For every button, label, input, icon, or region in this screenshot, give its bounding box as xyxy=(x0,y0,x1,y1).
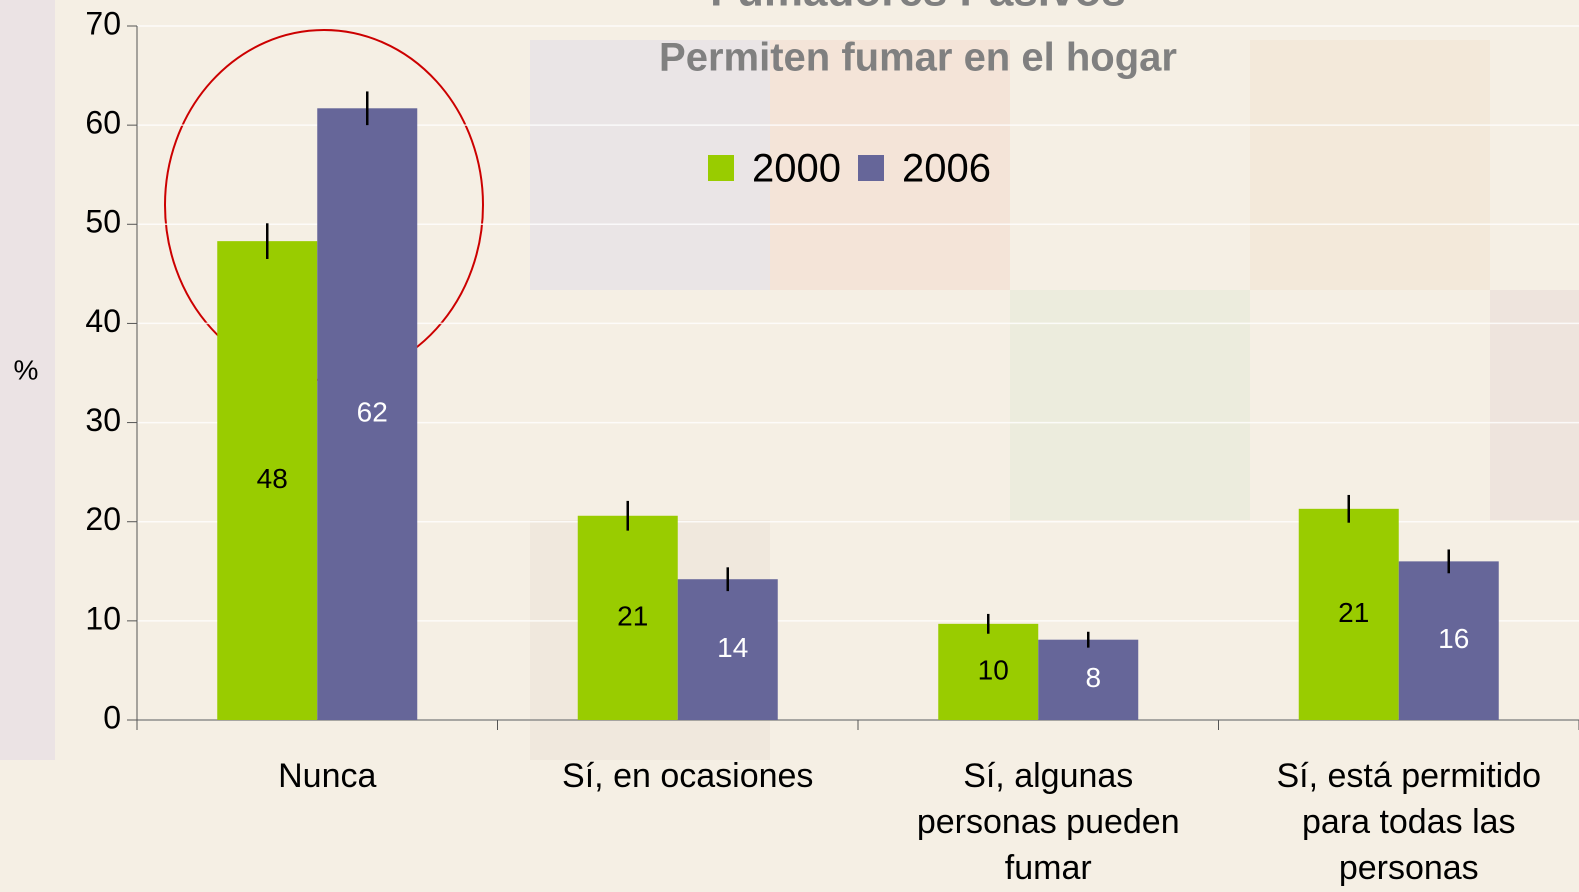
value-label: 21 xyxy=(617,600,648,631)
y-tick-label: 70 xyxy=(85,5,121,41)
chart-subtitle: Permiten fumar en el hogar xyxy=(659,36,1177,80)
page: {"chart_data": {"type": "bar", "title": … xyxy=(0,0,1579,892)
y-tick-label: 20 xyxy=(85,501,121,537)
value-label: 8 xyxy=(1085,662,1101,693)
legend-swatch xyxy=(708,155,734,181)
value-label: 62 xyxy=(357,397,388,428)
x-tick-label: Sí, algunas personas pueden fumar xyxy=(898,753,1198,891)
value-label: 16 xyxy=(1438,623,1469,654)
y-tick-label: 60 xyxy=(85,105,121,141)
value-label: 48 xyxy=(257,463,288,494)
y-tick-label: 10 xyxy=(85,600,121,636)
legend-label: 2006 xyxy=(902,147,991,191)
y-tick-label: 50 xyxy=(85,204,121,240)
value-label: 14 xyxy=(717,632,748,663)
x-tick-label: Sí, está permitido para todas las person… xyxy=(1259,753,1559,891)
legend-label: 2000 xyxy=(752,147,841,191)
legend-swatch xyxy=(858,155,884,181)
x-tick-label: Sí, en ocasiones xyxy=(538,753,838,799)
y-tick-label: 0 xyxy=(103,699,121,735)
value-label: 21 xyxy=(1338,597,1369,628)
chart-title: Fumadores Pasivos xyxy=(710,0,1126,16)
y-tick-label: 40 xyxy=(85,303,121,339)
y-tick-label: 30 xyxy=(85,402,121,438)
y-axis-label: % xyxy=(14,354,39,385)
value-label: 10 xyxy=(978,654,1009,685)
x-tick-label: Nunca xyxy=(177,753,477,799)
